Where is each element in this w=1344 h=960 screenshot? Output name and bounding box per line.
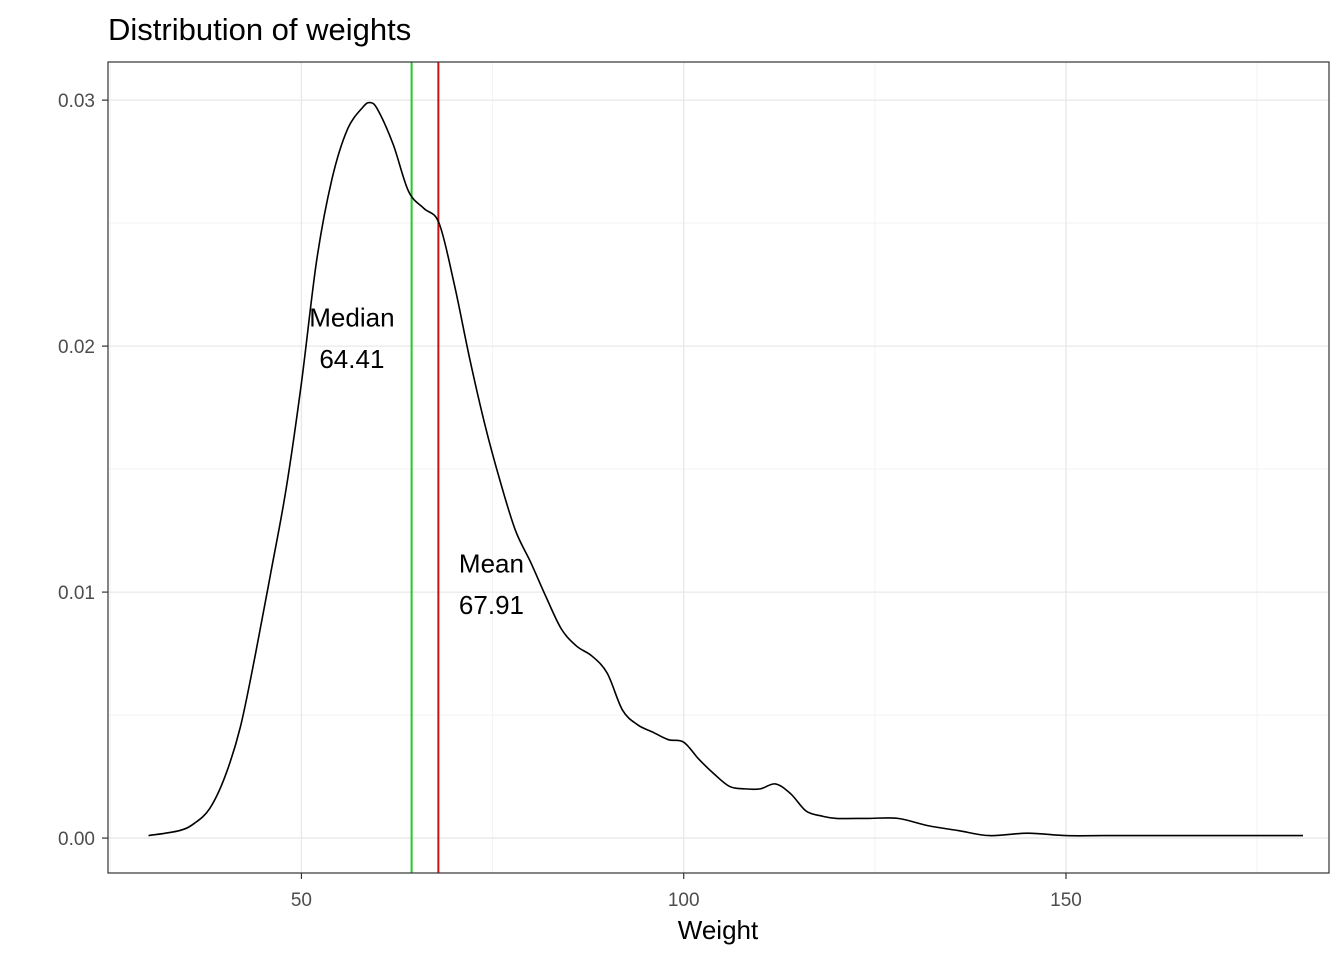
y-axis: 0.00 0.01 0.02 0.03 [58, 91, 108, 850]
density-curve-group [148, 101, 1304, 837]
grid-major [108, 62, 1329, 873]
median-annotation-label: Median [309, 302, 394, 332]
panel-border [107, 61, 1330, 874]
y-tick-label: 0.03 [58, 91, 95, 112]
reference-lines [410, 62, 440, 873]
density-curve [148, 101, 1304, 837]
chart-title: Distribution of weights [108, 12, 411, 47]
grid-minor [108, 62, 1329, 873]
x-tick-label: 50 [291, 890, 312, 911]
mean-annotation-label: Mean [459, 548, 524, 578]
y-tick-label: 0.02 [58, 337, 95, 358]
x-tick-label: 150 [1050, 890, 1082, 911]
x-axis-title: Weight [678, 915, 759, 945]
annotations: Median 64.41 Mean 67.91 [309, 302, 524, 620]
y-tick-label: 0.01 [58, 583, 95, 604]
x-axis: 50 100 150 [291, 873, 1082, 911]
mean-annotation-value: 67.91 [459, 590, 524, 620]
x-tick-label: 100 [668, 890, 700, 911]
y-tick-label: 0.00 [58, 829, 95, 850]
median-annotation-value: 64.41 [319, 344, 384, 374]
